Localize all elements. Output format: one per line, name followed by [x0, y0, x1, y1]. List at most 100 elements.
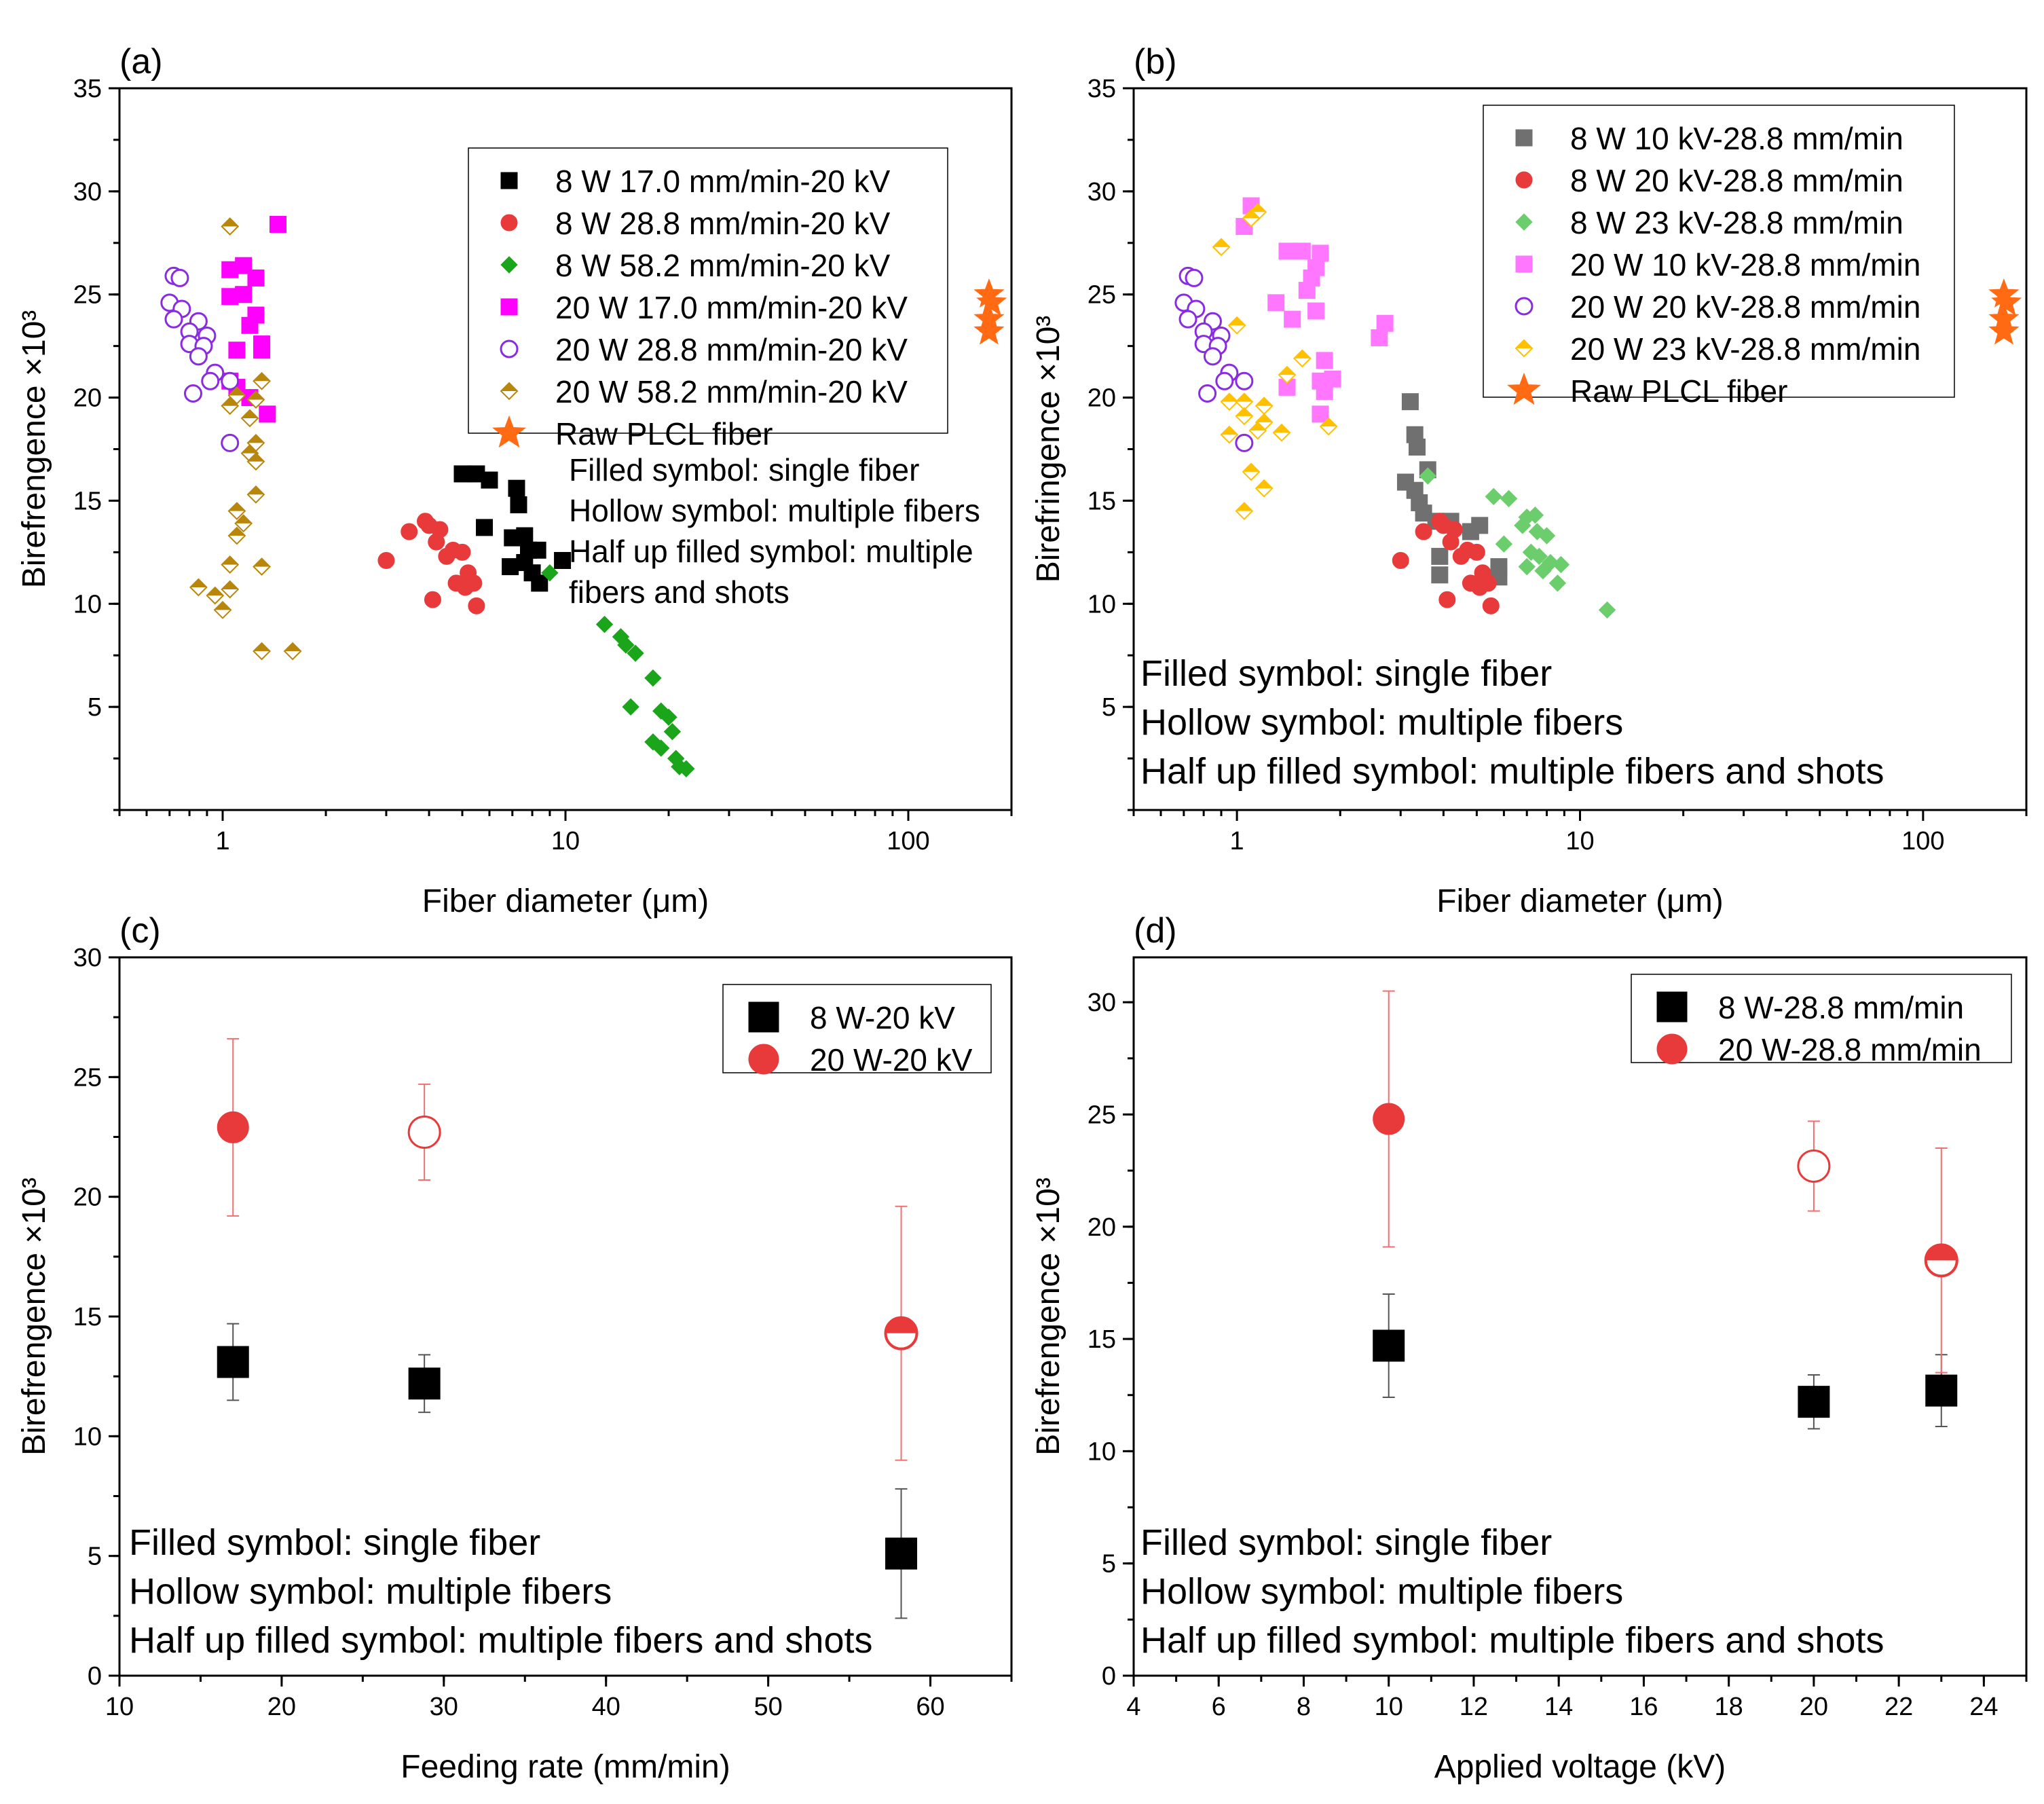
- data-point: [1235, 407, 1254, 426]
- series-0: [1373, 1293, 1958, 1430]
- data-point: [1438, 591, 1456, 608]
- legend: 8 W 10 kV-28.8 mm/min 8 W 20 kV-28.8 mm/m…: [1483, 105, 1955, 409]
- data-point: [1419, 467, 1436, 485]
- data-point: [228, 342, 246, 359]
- data-point: [1408, 438, 1426, 456]
- data-point-upper-fill: [284, 643, 301, 652]
- y-tick-label: 30: [73, 944, 102, 972]
- x-axis-title: Fiber diameter (μm): [422, 883, 709, 919]
- data-point: [627, 644, 644, 662]
- data-point: [407, 1115, 441, 1149]
- data-point: [1415, 523, 1432, 540]
- data-point: [1178, 310, 1197, 329]
- y-tick-label: 15: [73, 487, 102, 515]
- data-point: [1316, 382, 1333, 400]
- data-point-upper-fill: [1243, 463, 1260, 472]
- data-point: [508, 479, 525, 497]
- data-point-upper-fill: [1294, 350, 1311, 358]
- data-point: [1242, 462, 1261, 481]
- data-point: [510, 496, 527, 514]
- data-point: [468, 597, 485, 614]
- data-point: [227, 502, 246, 521]
- data-point: [1392, 552, 1409, 570]
- data-point-upper-fill: [1221, 426, 1238, 435]
- legend-marker: [492, 415, 526, 448]
- x-tick-label: 14: [1544, 1693, 1573, 1721]
- legend-entry: Raw PLCL fiber: [1570, 373, 1787, 409]
- data-point: [170, 268, 189, 287]
- annotation-note: Half up filled symbol: multiple: [569, 534, 973, 569]
- data-point: [253, 642, 271, 661]
- x-axis-title: Applied voltage (kV): [1434, 1749, 1726, 1785]
- data-point-upper-fill: [1925, 1245, 1957, 1261]
- data-point: [554, 552, 572, 570]
- data-point: [1598, 601, 1616, 619]
- annotation-note: Filled symbol: single fiber: [129, 1522, 540, 1563]
- data-point-upper-fill: [235, 515, 252, 523]
- data-point: [1242, 208, 1261, 227]
- data-point: [531, 574, 549, 592]
- data-point: [1431, 566, 1449, 584]
- data-point: [246, 485, 265, 504]
- y-tick-label: 30: [1088, 989, 1116, 1017]
- data-point: [221, 371, 240, 390]
- series-1: [1373, 990, 1958, 1374]
- data-point: [481, 471, 498, 489]
- annotation-note: Half up filled symbol: multiple fibers a…: [129, 1620, 873, 1661]
- data-point: [1431, 547, 1449, 565]
- legend-box: [468, 147, 948, 434]
- x-tick-label: 18: [1715, 1693, 1743, 1721]
- data-point: [1255, 479, 1274, 498]
- data-point: [1272, 423, 1291, 442]
- data-point-upper-fill: [228, 502, 245, 511]
- legend-entry: 8 W 58.2 mm/min-20 kV: [555, 248, 891, 283]
- legend-box: [1483, 105, 1955, 398]
- y-tick-label: 25: [1088, 1101, 1116, 1129]
- y-tick-label: 0: [1102, 1662, 1116, 1691]
- data-point-upper-fill: [247, 486, 264, 495]
- data-point: [1198, 384, 1217, 403]
- legend-entry: 20 W 17.0 mm/min-20 kV: [555, 290, 908, 325]
- legend-marker: [500, 382, 519, 401]
- data-point: [1401, 393, 1419, 411]
- data-point-upper-fill: [1256, 397, 1273, 406]
- data-point: [1373, 1329, 1405, 1362]
- series-6: [1988, 278, 2022, 345]
- data-point: [213, 600, 232, 619]
- legend-entry: 20 W 58.2 mm/min-20 kV: [555, 374, 908, 409]
- data-point-upper-fill: [1249, 422, 1266, 431]
- legend-marker: [1515, 339, 1534, 358]
- data-point: [1267, 294, 1285, 312]
- series-4: [1174, 266, 1254, 452]
- data-point: [1479, 574, 1497, 592]
- data-point-upper-fill: [1278, 367, 1295, 375]
- data-point: [1185, 268, 1204, 287]
- legend-marker: [1515, 129, 1533, 147]
- data-point: [1548, 574, 1567, 592]
- data-point: [1235, 371, 1254, 390]
- x-tick-label: 8: [1297, 1693, 1311, 1721]
- data-point: [221, 217, 240, 236]
- legend-entry: 8 W-28.8 mm/min: [1718, 990, 1964, 1025]
- data-point-upper-fill: [206, 587, 223, 596]
- x-tick-label: 1: [1230, 827, 1244, 855]
- data-point: [660, 708, 677, 726]
- legend-entry: 20 W-20 kV: [810, 1042, 973, 1078]
- data-point: [234, 514, 253, 533]
- data-point: [1248, 421, 1267, 440]
- data-point-upper-fill: [253, 373, 270, 382]
- data-point: [1319, 417, 1338, 436]
- series-1: [217, 1037, 918, 1461]
- y-axis-title: Birefrengence ×10³: [1030, 1177, 1066, 1456]
- x-tick-label: 100: [887, 827, 929, 855]
- y-tick-label: 5: [1102, 693, 1116, 722]
- series-2: [1419, 467, 1616, 619]
- data-point: [1212, 238, 1231, 257]
- data-point: [428, 533, 445, 551]
- data-point: [253, 557, 271, 576]
- series-5: [189, 217, 302, 661]
- data-point: [617, 636, 635, 654]
- annotation-note: Half up filled symbol: multiple fibers a…: [1140, 1620, 1884, 1661]
- data-point-upper-fill: [1235, 502, 1252, 511]
